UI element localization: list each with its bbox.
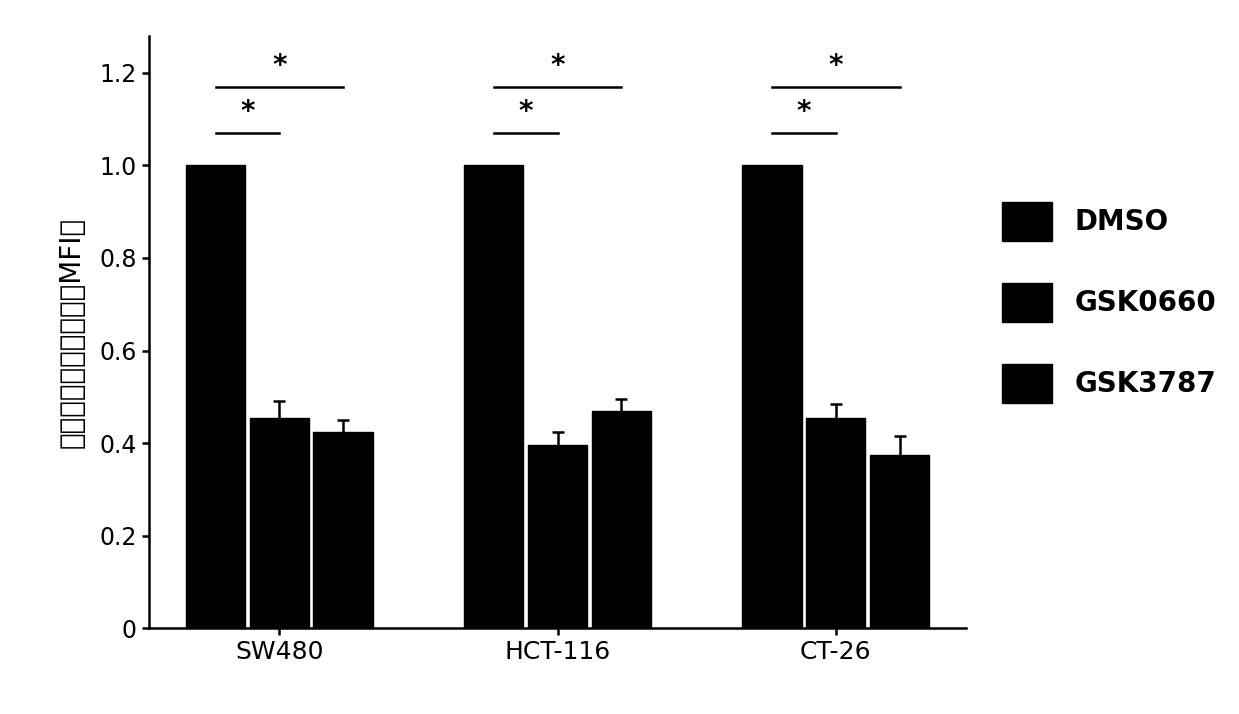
Bar [186, 166, 245, 628]
Text: *: * [550, 51, 565, 80]
Bar [313, 431, 373, 628]
Bar [807, 418, 866, 628]
Legend: DMSO, GSK0660, GSK3787: DMSO, GSK0660, GSK3787 [989, 188, 1230, 417]
Bar [465, 166, 523, 628]
Bar [742, 166, 802, 628]
Y-axis label: 相对平均的荧光强度（MFI）: 相对平均的荧光强度（MFI） [57, 216, 85, 448]
Bar [870, 455, 929, 628]
Text: *: * [829, 51, 843, 80]
Bar [592, 411, 650, 628]
Bar [528, 446, 587, 628]
Text: *: * [518, 98, 533, 126]
Text: *: * [273, 51, 286, 80]
Text: *: * [240, 98, 255, 126]
Bar [249, 418, 309, 628]
Text: *: * [797, 98, 812, 126]
